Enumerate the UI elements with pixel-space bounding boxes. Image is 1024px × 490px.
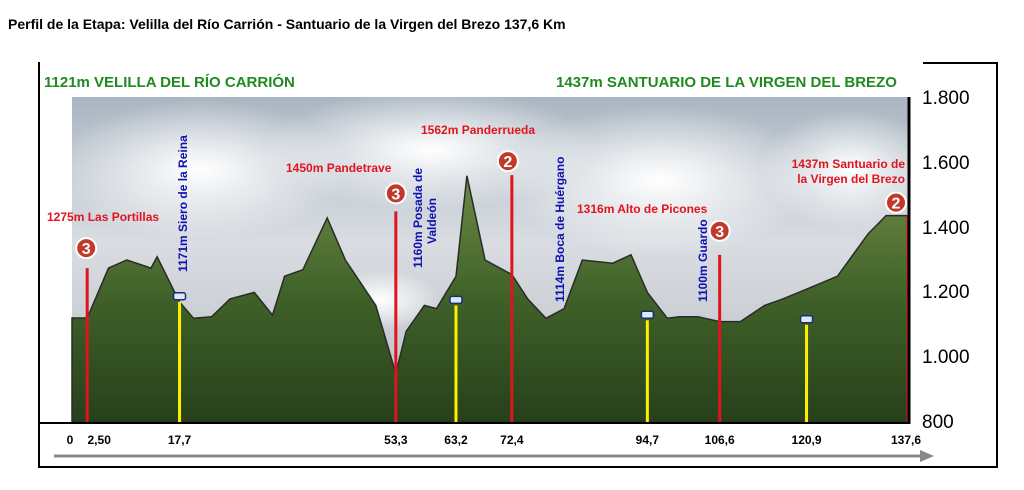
frame-bottom <box>38 466 998 468</box>
marker-label-4: 1562m Panderrueda <box>421 123 535 137</box>
x-tick-label: 72,4 <box>500 433 524 447</box>
x-tick-label: 106,6 <box>704 433 735 447</box>
x-tick-label: 17,7 <box>167 433 192 447</box>
climb-category-badge-4 <box>496 150 519 173</box>
climb-category-badge-2 <box>384 182 407 205</box>
climb-category-text-8: 2 <box>892 196 901 213</box>
frame-left <box>38 62 40 466</box>
town-icon-1 <box>172 292 187 301</box>
climb-category-badge-8 <box>885 191 907 214</box>
y-tick-label: 800 <box>922 412 954 433</box>
distance-arrowhead <box>920 450 934 462</box>
y-tick-label: 1.800 <box>922 88 970 109</box>
climb-category-text-0: 3 <box>82 241 91 258</box>
frame-right <box>996 62 998 466</box>
y-tick-label: 1.200 <box>922 282 970 304</box>
climb-category-text-6: 3 <box>715 224 724 241</box>
town-icon-3 <box>449 295 463 305</box>
town-icon-7 <box>799 315 814 324</box>
start-label: 1121m VELILLA DEL RÍO CARRIÓN <box>44 74 295 91</box>
page-title: Perfil de la Etapa: Velilla del Río Carr… <box>8 16 566 32</box>
marker-label-0: 1275m Las Portillas <box>47 210 159 224</box>
y-tick-label: 1.000 <box>922 347 970 369</box>
frame-top-right <box>923 62 998 64</box>
profile-area <box>71 175 909 423</box>
x-tick-label: 120,9 <box>791 433 822 447</box>
end-label: 1437m SANTUARIO DE LA VIRGEN DEL BREZO <box>556 74 897 91</box>
marker-label-6: 1316m Alto de Picones <box>577 202 708 216</box>
climb-category-badge-6 <box>708 219 731 242</box>
x-tick-label: 94,7 <box>635 433 660 447</box>
marker-label-5: 1114m Boca de Huérgano <box>553 157 567 302</box>
marker-label-2: 1450m Pandetrave <box>286 161 392 175</box>
y-tick-label: 1.400 <box>922 217 970 239</box>
x-tick-label: 2,50 <box>87 433 111 447</box>
climb-category-text-2: 3 <box>391 186 400 203</box>
x-tick-label: 0 <box>66 433 74 447</box>
climb-category-text-4: 2 <box>503 154 512 171</box>
town-icon-5 <box>640 310 655 320</box>
marker-label-8: 1437m Santuario de la Virgen del Brezo <box>792 157 906 186</box>
y-tick-label: 1.600 <box>922 152 970 174</box>
x-tick-label: 53,3 <box>384 433 408 447</box>
clouds <box>50 90 940 330</box>
marker-label-3: 1160m Posada deValdeón <box>411 168 439 268</box>
marker-label-7: 1100m Guardo <box>696 219 710 302</box>
x-tick-label: 137,6 <box>890 433 922 447</box>
x-tick-label: 63,2 <box>444 433 468 447</box>
marker-label-1: 1171m Siero de la Reina <box>176 135 190 272</box>
climb-category-badge-0 <box>75 237 98 260</box>
